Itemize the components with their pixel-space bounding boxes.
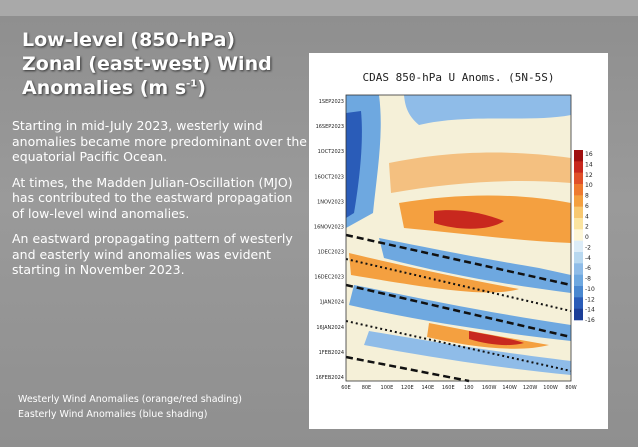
colorbar-label: 14 bbox=[585, 161, 593, 168]
colorbar-swatch bbox=[574, 286, 583, 298]
y-tick-label: 16FEB2024 bbox=[315, 375, 344, 381]
y-tick-label: 1SEP2023 bbox=[319, 99, 344, 105]
colorbar-swatch bbox=[574, 297, 583, 309]
x-tick-label: 80W bbox=[565, 385, 576, 391]
colorbar-swatch bbox=[574, 252, 583, 264]
strong-westerly-feb bbox=[469, 331, 524, 346]
colorbar-label: -8 bbox=[585, 276, 591, 283]
colorbar-label: -16 bbox=[585, 317, 595, 324]
y-axis-labels: 1SEP2023 16SEP2023 1OCT2023 16OCT2023 1NOV20… bbox=[314, 99, 344, 381]
title-line-2: Zonal (east-west) Wind bbox=[22, 53, 272, 75]
y-tick-label: 16SEP2023 bbox=[316, 124, 344, 130]
x-tick-label: 120W bbox=[523, 385, 538, 391]
strong-easterly-region-west bbox=[346, 111, 362, 218]
colorbar-swatch bbox=[574, 206, 583, 219]
colorbar-label: 0 bbox=[585, 234, 589, 241]
propagation-lines bbox=[345, 233, 572, 383]
legend-westerly: Westerly Wind Anomalies (orange/red shad… bbox=[18, 394, 242, 405]
x-tick-label: 140W bbox=[502, 385, 517, 391]
y-tick-label: 1DEC2023 bbox=[318, 250, 344, 256]
dashed-line-1 bbox=[345, 233, 572, 287]
dotted-line-2 bbox=[345, 320, 572, 372]
colorbar-label: 12 bbox=[585, 172, 593, 179]
x-tick-label: 100E bbox=[381, 385, 394, 391]
westerly-region-oct bbox=[389, 152, 571, 193]
y-tick-label: 16JAN2024 bbox=[316, 325, 344, 331]
y-tick-label: 16DEC2023 bbox=[314, 275, 344, 281]
x-tick-label: 120E bbox=[401, 385, 414, 391]
colorbar-swatch bbox=[574, 161, 583, 173]
y-tick-label: 1JAN2024 bbox=[320, 300, 344, 306]
colorbar-label: -6 bbox=[585, 265, 591, 272]
colorbar-swatch bbox=[574, 184, 583, 196]
colorbar-swatch bbox=[574, 274, 583, 287]
colorbar-label: 2 bbox=[585, 224, 589, 231]
hovmoller-figure: CDAS 850-hPa U Anoms. (5N-5S) bbox=[309, 53, 608, 429]
y-tick-label: 16OCT2023 bbox=[314, 174, 344, 180]
x-tick-label: 100W bbox=[543, 385, 558, 391]
dashed-line-2 bbox=[345, 283, 572, 339]
figure-title: CDAS 850-hPa U Anoms. (5N-5S) bbox=[362, 71, 555, 84]
hovmoller-plot: 1SEP2023 16SEP2023 1OCT2023 16OCT2023 1NOV20… bbox=[314, 94, 595, 391]
y-tick-label: 1OCT2023 bbox=[318, 149, 344, 155]
colorbar-label: -4 bbox=[585, 255, 591, 262]
colorbar: 16 14 12 10 8 6 4 2 0 -2 -4 -6 -8 -10 -12 -14 -16 bbox=[574, 150, 595, 324]
easterly-region-north bbox=[404, 95, 571, 125]
top-bar bbox=[0, 0, 638, 16]
colorbar-swatch bbox=[574, 218, 583, 230]
title-line-1: Low-level (850-hPa) bbox=[22, 29, 236, 51]
x-tick-label: 140E bbox=[421, 385, 434, 391]
paragraph-2: At times, the Madden Julian-Oscillation … bbox=[12, 174, 293, 221]
easterly-band-3 bbox=[364, 331, 571, 375]
x-tick-label: 160E bbox=[442, 385, 455, 391]
colorbar-label: -10 bbox=[585, 286, 595, 293]
paragraph-3: An eastward propagating pattern of weste… bbox=[12, 231, 293, 277]
colorbar-swatch bbox=[574, 229, 583, 241]
title-line-3: Anomalies (m s-1) bbox=[22, 77, 206, 99]
westerly-band-dec bbox=[349, 253, 519, 293]
slide-title: Low-level (850-hPa) Zonal (east-west) Wi… bbox=[22, 28, 312, 100]
x-tick-label: 180 bbox=[464, 385, 474, 391]
y-tick-label: 16NOV2023 bbox=[314, 224, 344, 230]
x-tick-label: 80E bbox=[362, 385, 372, 391]
legend-notes: Westerly Wind Anomalies (orange/red shad… bbox=[18, 392, 308, 422]
colorbar-swatch bbox=[574, 263, 583, 275]
dotted-line-1 bbox=[345, 258, 572, 312]
x-tick-label: 160W bbox=[482, 385, 497, 391]
colorbar-label: 10 bbox=[585, 182, 593, 189]
colorbar-label: 8 bbox=[585, 193, 589, 200]
slide-body: Starting in mid-July 2023, westerly wind… bbox=[12, 118, 308, 288]
x-axis-labels: 60E 80E 100E 120E 140E 160E 180 160W 140W 120W 100… bbox=[341, 385, 576, 391]
dashed-line-3 bbox=[345, 355, 470, 383]
y-tick-label: 1FEB2024 bbox=[319, 350, 344, 356]
colorbar-label: 4 bbox=[585, 213, 589, 220]
colorbar-label: -12 bbox=[585, 296, 595, 303]
colorbar-label: -14 bbox=[585, 307, 595, 314]
colorbar-label: 16 bbox=[585, 151, 593, 158]
y-tick-label: 1NOV2023 bbox=[317, 199, 344, 205]
legend-easterly: Easterly Wind Anomalies (blue shading) bbox=[18, 409, 208, 420]
colorbar-swatch bbox=[574, 308, 583, 321]
paragraph-1: Starting in mid-July 2023, westerly wind… bbox=[12, 118, 308, 164]
colorbar-swatch bbox=[574, 172, 583, 185]
x-tick-label: 60E bbox=[341, 385, 351, 391]
strong-westerly-nov bbox=[434, 210, 504, 229]
colorbar-swatch bbox=[574, 150, 583, 162]
colorbar-swatch bbox=[574, 195, 583, 207]
colorbar-label: -2 bbox=[585, 244, 591, 251]
colorbar-label: 6 bbox=[585, 203, 589, 210]
plot-frame bbox=[345, 94, 572, 382]
colorbar-swatch bbox=[574, 240, 583, 253]
